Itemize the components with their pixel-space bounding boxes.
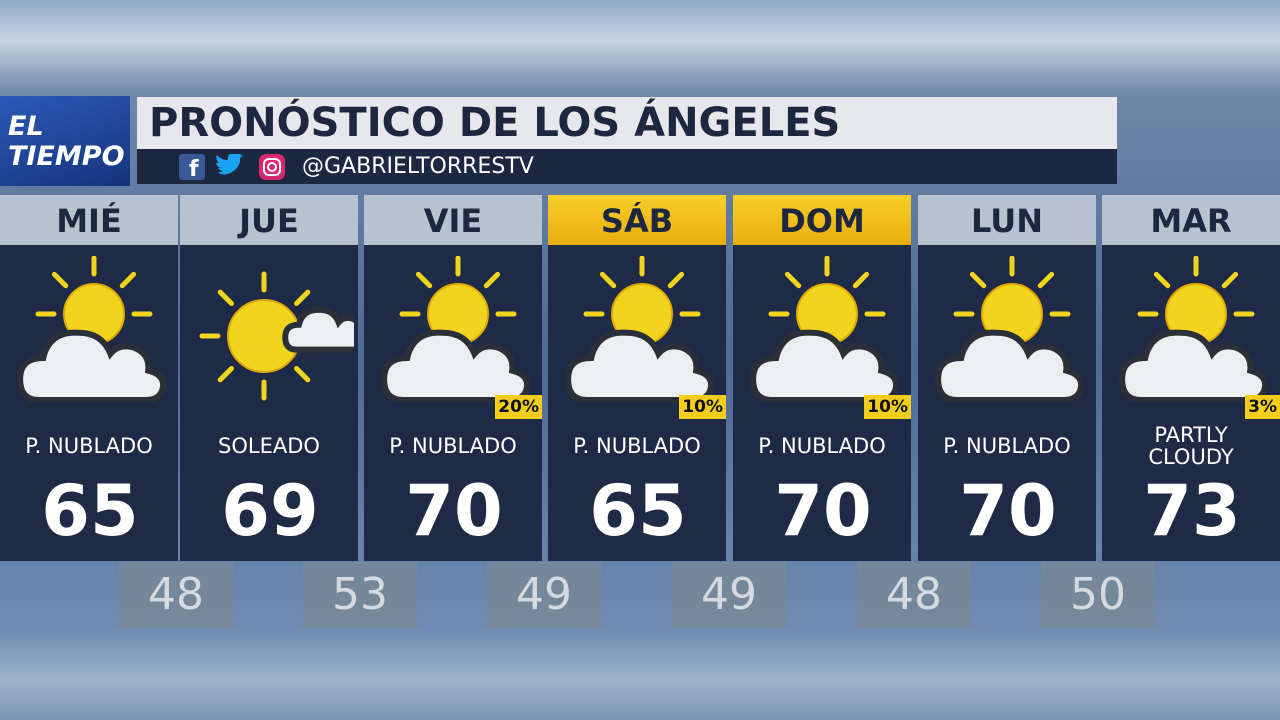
weather-icon: [1119, 256, 1269, 403]
day-header: MAR: [1102, 195, 1280, 245]
high-temp: 73: [1143, 470, 1241, 552]
high-temp: 69: [221, 470, 319, 552]
weather-icon: [565, 256, 715, 403]
weather-icon: [935, 256, 1085, 403]
high-temp: 70: [774, 470, 872, 552]
low-temp: 48: [857, 562, 971, 628]
precip-chance: 20%: [495, 395, 542, 419]
weather-icon: [381, 256, 531, 403]
day-header: SÁB: [548, 195, 726, 245]
brand-line: EL: [8, 111, 44, 142]
day-header: DOM: [733, 195, 911, 245]
condition: P. NUBLADO: [943, 434, 1071, 458]
day-header: VIE: [364, 195, 542, 245]
weather-icon: [199, 271, 354, 401]
condition: P. NUBLADO: [25, 434, 153, 458]
social-handle: @GABRIELTORRESTV: [302, 154, 534, 179]
low-temp: 53: [303, 562, 417, 628]
brand-line: TIEMPO: [8, 141, 125, 172]
precip-chance: 10%: [864, 395, 911, 419]
day-header: LUN: [918, 195, 1096, 245]
brand-logo: EL TIEMPO: [0, 96, 130, 186]
svg-text:f: f: [189, 157, 199, 180]
weather-icon: [17, 256, 167, 403]
high-temp: 65: [41, 470, 139, 552]
social-bar: f @GABRIELTORRESTV: [137, 149, 1117, 184]
day-header: MIÉ: [0, 195, 178, 245]
low-temp: 48: [119, 562, 233, 628]
day-panel: [180, 245, 358, 561]
high-temp: 70: [959, 470, 1057, 552]
precip-chance: 3%: [1245, 395, 1280, 419]
low-temp: 49: [672, 562, 786, 628]
precip-chance: 10%: [679, 395, 726, 419]
condition: SOLEADO: [218, 434, 320, 458]
low-temp: 49: [487, 562, 601, 628]
condition: P. NUBLADO: [573, 434, 701, 458]
condition: P. NUBLADO: [389, 434, 517, 458]
condition: PARTLY CLOUDY: [1148, 423, 1234, 469]
weather-icon: [750, 256, 900, 403]
condition: P. NUBLADO: [758, 434, 886, 458]
social-icons: f: [179, 154, 285, 180]
low-temp: 50: [1041, 562, 1155, 628]
day-header: JUE: [180, 195, 358, 245]
high-temp: 65: [589, 470, 687, 552]
high-temp: 70: [405, 470, 503, 552]
title: PRONÓSTICO DE LOS ÁNGELES: [137, 97, 1117, 149]
